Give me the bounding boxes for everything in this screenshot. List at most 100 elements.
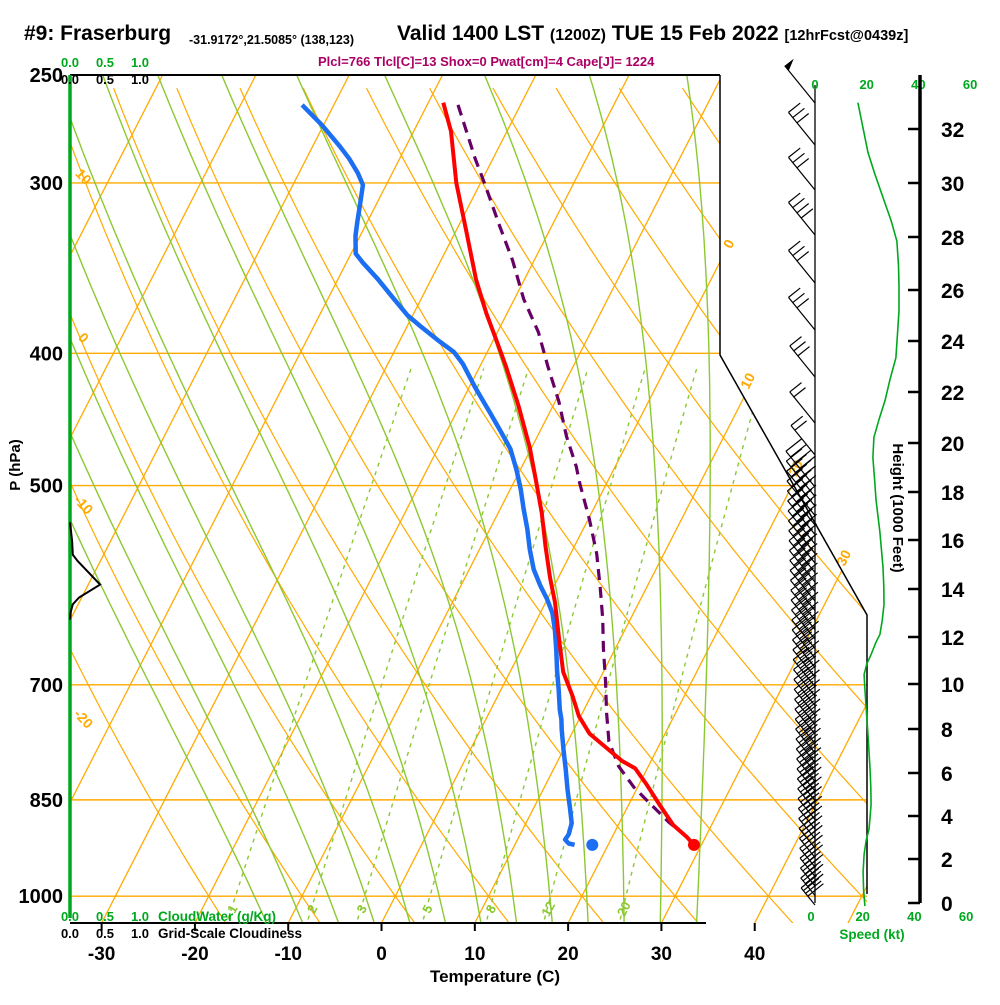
pressure-tick-label: 700 [30, 675, 63, 697]
height-tick-label: 24 [941, 331, 965, 354]
mixing-ratio-lines [227, 368, 766, 920]
height-tick-label: 10 [941, 674, 964, 697]
speed-tick-bottom: 60 [959, 909, 973, 924]
isotherm-label: 20 [785, 457, 806, 478]
speed-tick-top: 0 [811, 77, 818, 92]
speed-tick-top: 20 [859, 77, 873, 92]
dry-adiabat-label: 10 [72, 165, 94, 187]
moist-adiabats [70, 75, 711, 923]
valid-time-line: Valid 1400 LST (1200Z) TUE 15 Feb 2022 [… [397, 22, 908, 46]
height-axis-title: Height (1000 Feet) [889, 443, 906, 572]
temperature-axis-title: Temperature (C) [430, 967, 560, 986]
mixing-ratio-label: 5 [419, 902, 436, 915]
pressure-gridlines [70, 182, 867, 897]
cloud-scales: 0.0 0.0 0.0 0.0 0.5 0.5 0.5 0.5 1.0 1.0 1.0 1.0 Clou… [61, 55, 302, 941]
pressure-tick-label: 400 [30, 343, 63, 365]
cloudiness-scale-bottom: 1.0 [131, 926, 149, 941]
height-tick-label: 18 [941, 482, 965, 505]
station-title: #9: Fraserburg [24, 22, 172, 45]
station-coordinates: -31.9172°,21.5085° (138,123) [189, 33, 354, 47]
cloudwater-axis-title: CloudWater (g/Kg) [158, 909, 276, 924]
height-tick-label: 16 [941, 530, 964, 553]
cloudiness-scale-bottom: 0.5 [96, 926, 114, 941]
mixing-ratio-label: 12 [538, 899, 558, 919]
cloudiness-axis-title: Grid-Scale Cloudiness [158, 926, 302, 941]
temp-tick-label: -20 [181, 944, 208, 965]
cloudwater-scale-bottom: 0.5 [96, 909, 114, 924]
speed-tick-bottom: 0 [807, 909, 814, 924]
mixing-ratio-label: 8 [482, 902, 499, 915]
pressure-tick-label: 1000 [19, 886, 64, 908]
temp-tick-label: 10 [464, 944, 485, 965]
surface-dewpoint-dot [586, 838, 599, 851]
plot-frame [70, 74, 868, 894]
isotherm-label: 10 [737, 370, 758, 391]
parcel-trace [456, 104, 696, 846]
height-tick-label: 26 [941, 280, 964, 303]
speed-axis-labels: 00202040406060Speed (kt) [807, 77, 977, 942]
height-tick-label: 28 [941, 227, 965, 250]
height-tick-label: 14 [941, 579, 965, 602]
dewpoint-trace [300, 103, 576, 847]
cloudiness-scale-top: 0.0 [61, 72, 79, 87]
height-tick-label: 32 [941, 119, 964, 142]
pressure-tick-label: 300 [30, 173, 63, 195]
pressure-axis: 250 300 400 500 700 850 1000 P (hPa) [7, 65, 63, 908]
background-grid [70, 75, 867, 923]
height-tick-label: 30 [941, 173, 964, 196]
cloudiness-trace [69, 522, 102, 620]
height-tick-label: 0 [941, 893, 953, 916]
dry-adiabat-label: -20 [71, 706, 97, 732]
mixing-ratio-label: 2 [304, 902, 321, 915]
temp-tick-label: -30 [88, 944, 115, 965]
forecast-tag: [12hrFcst@0439z] [784, 28, 909, 44]
pressure-tick-label: 500 [30, 476, 63, 498]
isotherm-label: 30 [833, 547, 854, 568]
height-tick-label: 6 [941, 763, 953, 786]
temp-tick-label: 20 [558, 944, 579, 965]
valid-zulu: (1200Z) [549, 27, 606, 44]
temp-tick-label: 40 [744, 944, 765, 965]
mixing-ratio-label: 20 [614, 899, 634, 919]
cloudwater-scale-bottom: 0.0 [61, 909, 79, 924]
temperature-trace [441, 102, 696, 847]
cloudwater-scale-top: 0.0 [61, 55, 79, 70]
height-tick-label: 12 [941, 627, 964, 650]
temp-tick-label: -10 [274, 944, 301, 965]
isotherm-grid [70, 75, 867, 923]
speed-tick-top: 60 [963, 77, 977, 92]
surface-temperature-dot [687, 838, 700, 851]
temp-tick-label: 0 [376, 944, 387, 965]
isotherm-label: 0 [720, 236, 738, 250]
valid-time: Valid 1400 LST [397, 22, 550, 45]
pressure-tick-label: 850 [30, 790, 63, 812]
dry-adiabats [70, 87, 867, 923]
dry-adiabat-label: -10 [71, 492, 97, 518]
temp-tick-label: 30 [651, 944, 672, 965]
stability-indices: Plcl=766 Tlcl[C]=13 Shox=0 Pwat[cm]=4 Ca… [318, 54, 655, 69]
valid-date: TUE 15 Feb 2022 [605, 22, 785, 45]
height-tick-label: 4 [941, 806, 953, 829]
wind-speed-profile [857, 102, 900, 907]
pressure-axis-title: P (hPa) [7, 439, 24, 490]
speed-axis-title: Speed (kt) [839, 927, 904, 942]
speed-tick-bottom: 40 [907, 909, 921, 924]
surface-dots [586, 838, 700, 851]
temperature-axis: -30 -20 -10 0 10 20 30 40 Temperature (C) [70, 922, 765, 986]
speed-tick-bottom: 20 [855, 909, 869, 924]
cloudwater-scale-bottom: 1.0 [131, 909, 149, 924]
cloudwater-scale-top: 1.0 [131, 55, 149, 70]
height-tick-label: 2 [941, 849, 953, 872]
cloudiness-scale-bottom: 0.0 [61, 926, 79, 941]
cloudiness-scale-top: 0.5 [96, 72, 114, 87]
cloudwater-scale-top: 0.5 [96, 55, 114, 70]
height-tick-label: 22 [941, 382, 964, 405]
height-tick-label: 8 [941, 719, 953, 742]
wind-barbs [784, 58, 824, 906]
cloudiness-scale-top: 1.0 [131, 72, 149, 87]
pressure-tick-label: 250 [30, 65, 63, 87]
height-tick-label: 20 [941, 433, 964, 456]
